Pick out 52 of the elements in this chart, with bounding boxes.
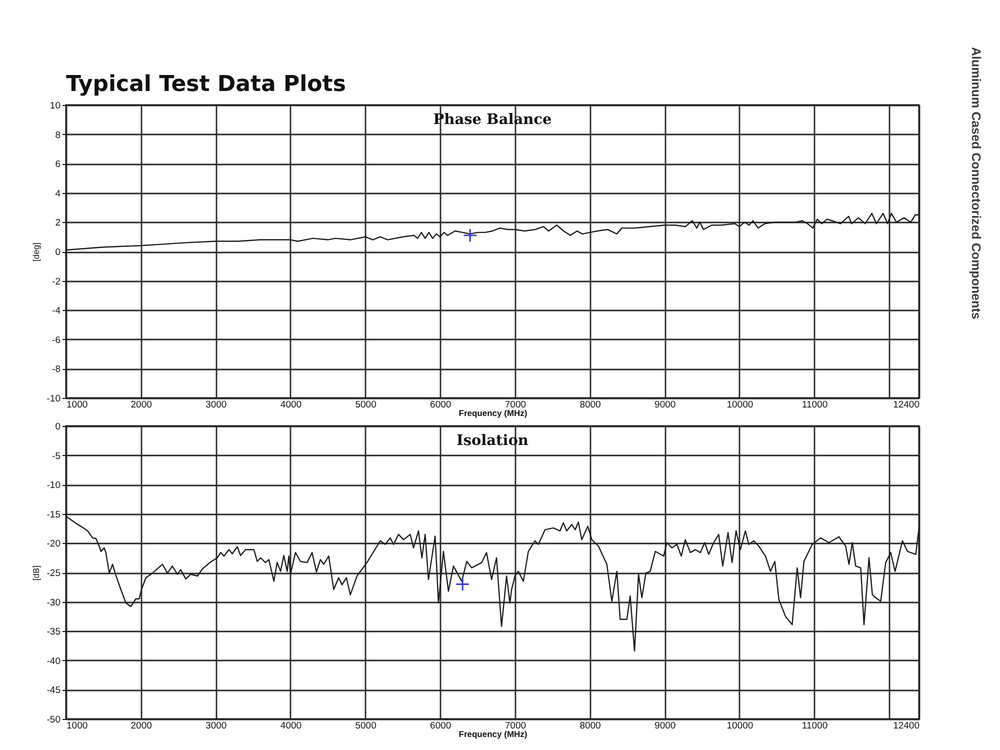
y-tick-label: -50 — [46, 714, 60, 726]
x-tick-label: 8000 — [580, 400, 601, 410]
x-tick-label: 1000 — [66, 720, 88, 732]
x-axis-title: Frequency (MHz) — [458, 729, 528, 739]
y-tick-label: 4 — [55, 188, 60, 200]
y-tick-label: -2 — [52, 276, 60, 288]
x-tick-label: 2000 — [130, 720, 152, 732]
x-tick-label: 6000 — [430, 720, 452, 732]
y-tick-label: -15 — [46, 509, 60, 520]
y-tick-label: -8 — [52, 364, 60, 376]
x-tick-label: 3000 — [206, 400, 227, 410]
x-tick-label: 11000 — [802, 720, 828, 732]
y-tick-label: -45 — [46, 685, 60, 696]
y-tick-label: -5 — [52, 450, 60, 462]
y-tick-label: -35 — [46, 626, 60, 638]
x-tick-label: 7000 — [504, 400, 526, 410]
x-tick-label: 9000 — [654, 720, 676, 732]
x-tick-label: 4000 — [280, 720, 302, 732]
y-tick-label: -4 — [52, 306, 60, 317]
x-tick-label: 11000 — [802, 400, 828, 410]
x-tick-label: 5000 — [355, 720, 376, 732]
x-tick-label: 12400 — [893, 400, 920, 410]
x-tick-label: 10000 — [726, 720, 754, 732]
x-tick-label: 12400 — [893, 720, 920, 732]
x-tick-label: 9000 — [654, 400, 676, 410]
y-axis-title: [dB] — [30, 565, 41, 581]
x-tick-label: 7000 — [504, 720, 526, 732]
y-tick-label: -30 — [46, 597, 60, 608]
y-tick-label: 8 — [55, 130, 60, 141]
text: Aluminum Cased Connectorized Components — [969, 47, 983, 320]
x-tick-label: 4000 — [280, 400, 302, 410]
y-axis-title: [deg] — [30, 242, 41, 262]
y-tick-label: 10 — [50, 100, 60, 112]
y-tick-label: 0 — [55, 422, 60, 432]
x-tick-label: 10000 — [726, 400, 754, 410]
text: Typical Test Data Plots — [66, 72, 346, 97]
y-tick-label: -10 — [46, 480, 60, 492]
x-tick-label: 6000 — [430, 400, 452, 410]
x-tick-label: 2000 — [130, 400, 152, 410]
y-tick-label: -6 — [52, 334, 60, 346]
x-tick-label: 8000 — [580, 720, 601, 732]
y-tick-label: 2 — [55, 218, 60, 229]
y-tick-label: 0 — [55, 247, 60, 258]
x-tick-label: 3000 — [206, 720, 227, 732]
y-tick-label: -20 — [46, 538, 60, 550]
y-tick-label: -25 — [46, 568, 60, 579]
x-tick-label: 5000 — [355, 400, 376, 410]
y-tick-label: 6 — [55, 159, 60, 170]
y-tick-label: -10 — [46, 394, 60, 404]
x-tick-label: 1000 — [66, 400, 88, 410]
x-axis-title: Frequency (MHz) — [458, 408, 528, 418]
y-tick-label: -40 — [46, 656, 60, 667]
